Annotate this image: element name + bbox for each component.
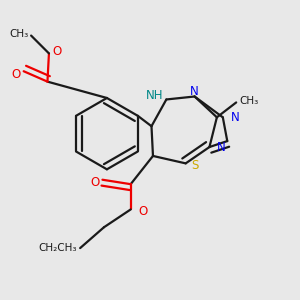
Text: N: N bbox=[190, 85, 199, 98]
Text: O: O bbox=[138, 205, 147, 218]
Text: O: O bbox=[52, 44, 62, 58]
Text: CH₃: CH₃ bbox=[239, 96, 258, 106]
Text: O: O bbox=[90, 176, 100, 189]
Text: NH: NH bbox=[146, 89, 164, 102]
Text: N: N bbox=[231, 111, 240, 124]
Text: O: O bbox=[12, 68, 21, 81]
Text: N: N bbox=[217, 140, 226, 154]
Text: S: S bbox=[192, 159, 199, 172]
Text: CH₃: CH₃ bbox=[9, 29, 28, 39]
Text: CH₂CH₃: CH₂CH₃ bbox=[39, 243, 77, 253]
